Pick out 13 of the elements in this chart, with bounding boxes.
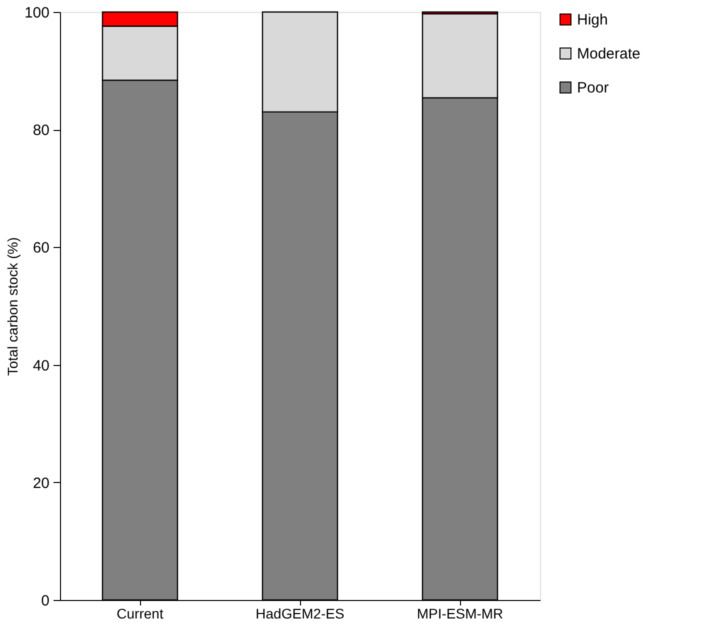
x-tick-label: Current	[116, 606, 164, 622]
x-tick-label: HadGEM2-ES	[256, 606, 344, 622]
y-tick-label: 80	[32, 122, 50, 140]
y-tick-label: 100	[24, 4, 50, 22]
legend-label: High	[577, 12, 608, 28]
y-tick-label: 0	[41, 592, 50, 610]
y-tick-label: 60	[32, 240, 50, 257]
y-tick-label: 20	[32, 474, 50, 492]
legend-label: Moderate	[577, 46, 640, 62]
y-tick-label: 40	[32, 357, 50, 374]
x-tick-label: MPI-ESM-MR	[416, 606, 504, 622]
legend-label: Poor	[577, 80, 609, 96]
y-axis-title: Total carbon stock (%)	[4, 237, 20, 376]
